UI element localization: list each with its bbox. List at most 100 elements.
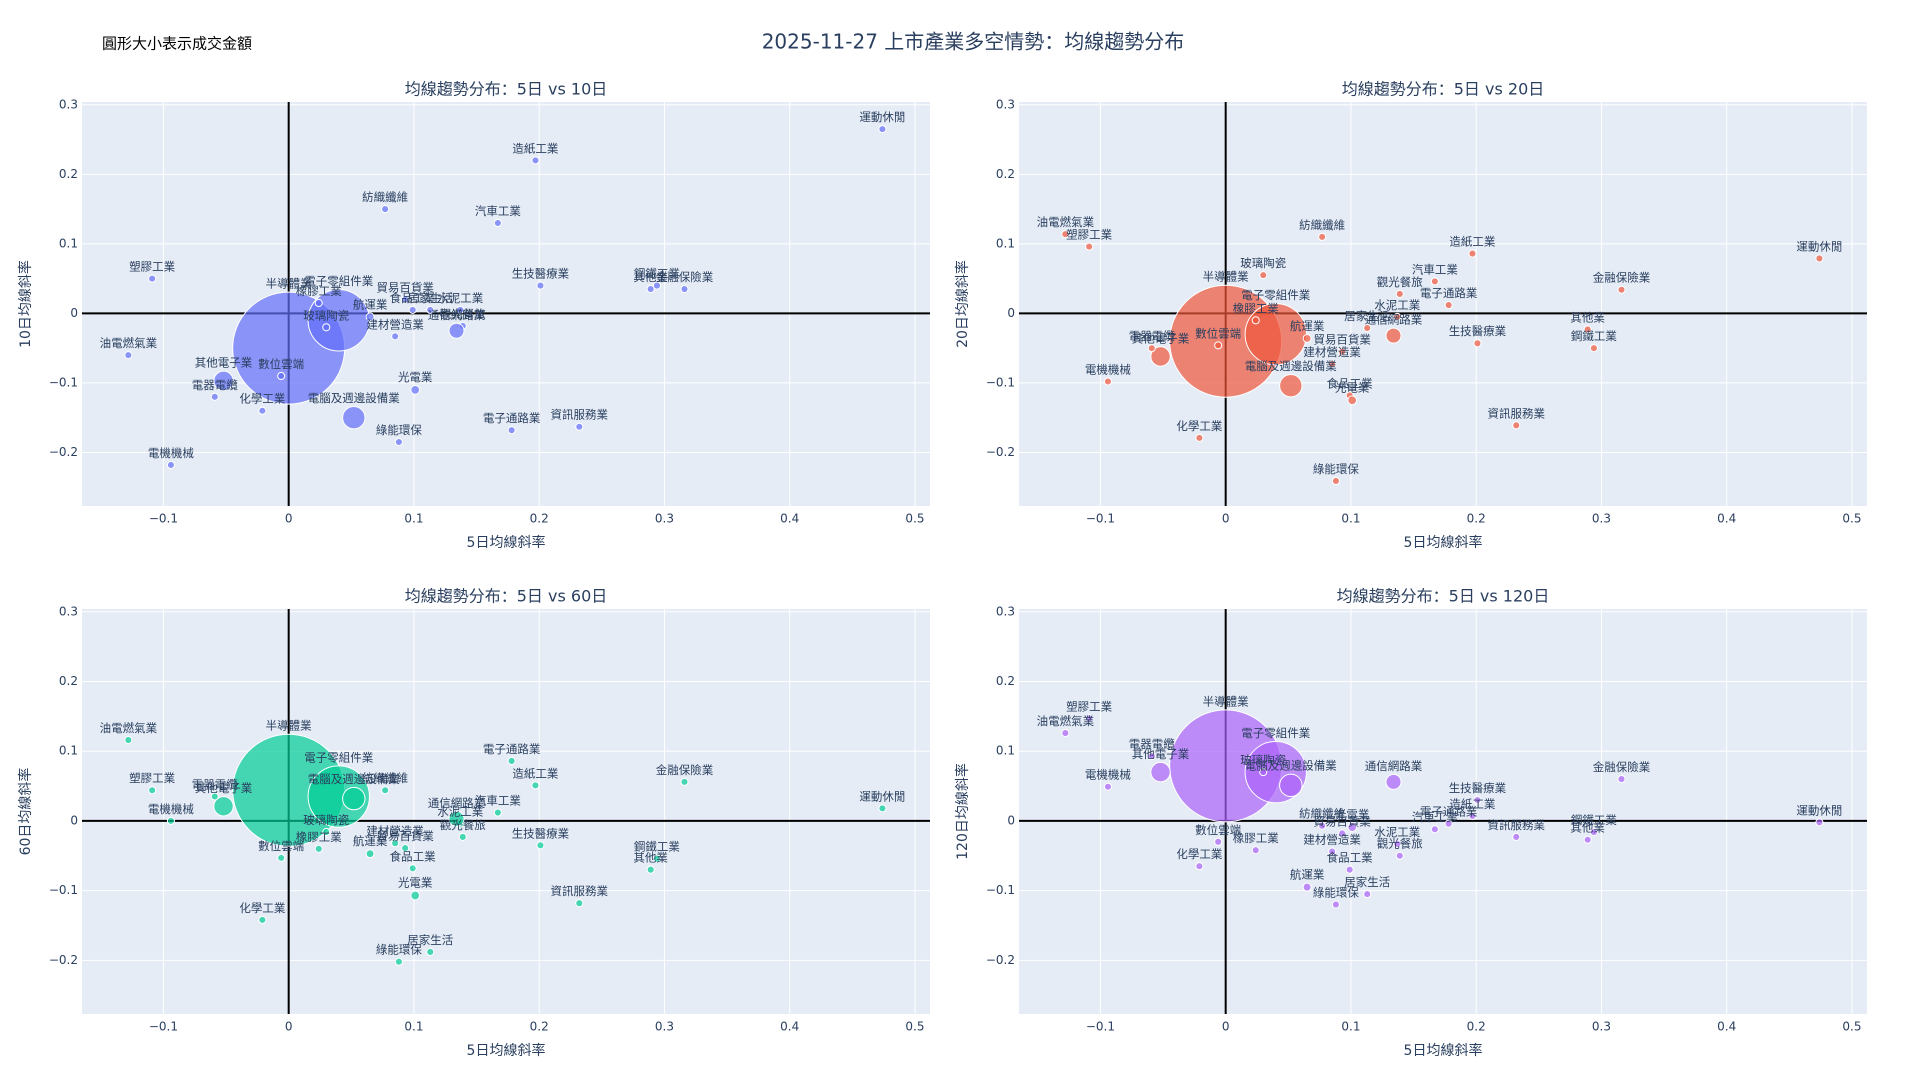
bubble (1363, 323, 1372, 333)
bubble (1385, 773, 1402, 790)
point-label: 鋼鐵工業 (634, 840, 680, 854)
point-label: 化學工業 (239, 392, 285, 406)
point-label: 造紙工業 (1449, 235, 1495, 249)
point-label: 油電燃氣業 (1037, 714, 1095, 728)
bubble (1302, 882, 1312, 892)
point-label: 鋼鐵工業 (1571, 813, 1617, 827)
bubble (1468, 811, 1477, 821)
y-tick-label: 0.1 (59, 236, 78, 250)
bubble (1512, 832, 1521, 841)
x-tick-label: 0.4 (780, 1020, 799, 1034)
bubble (1085, 242, 1094, 251)
point-label: 食品工業 (390, 849, 436, 863)
x-tick-label: 0.2 (530, 1020, 549, 1034)
point-label: 電腦及週邊設備業 (308, 391, 400, 405)
x-tick-label: 0.2 (1467, 1020, 1486, 1034)
bubble (1444, 819, 1453, 828)
point-label: 綠能環保 (1313, 462, 1359, 476)
x-tick-label: 0.3 (1592, 512, 1611, 526)
bubble (410, 385, 421, 395)
bubble (426, 305, 435, 314)
point-label: 通信網路業 (428, 308, 486, 322)
x-tick-label: 0 (285, 1020, 293, 1034)
point-label: 建材營造業 (366, 824, 424, 838)
y-tick-label: 0.1 (59, 744, 78, 758)
y-tick-label: 0.3 (59, 604, 78, 618)
point-label: 運動休閒 (1796, 803, 1842, 817)
x-tick-label: −0.1 (1086, 512, 1115, 526)
point-label: 觀光餐旅 (440, 307, 486, 321)
y-tick-label: 0.2 (996, 674, 1015, 688)
point-label: 觀光餐旅 (1377, 837, 1423, 851)
point-label: 觀光餐旅 (440, 818, 486, 832)
bubble (148, 274, 157, 283)
point-label: 半導體業 (266, 277, 312, 291)
x-tick-label: 0.2 (1467, 512, 1486, 526)
x-tick-label: 0 (285, 512, 293, 526)
x-tick-label: 0.5 (905, 1020, 924, 1034)
bubble (1328, 360, 1337, 369)
subplot: −0.1 0 0.1 0.2 0.3 0.4 0.5 −0.2 −0.1 0 0.1 0.2 0.3 均線… (17, 80, 930, 551)
point-label: 通信網路業 (428, 796, 486, 810)
x-tick-label: 0.5 (905, 512, 924, 526)
point-label: 造紙工業 (512, 141, 558, 155)
point-label: 其他業 (1570, 821, 1605, 835)
bubble (1338, 347, 1347, 356)
bubble (213, 370, 234, 392)
point-label: 光電業 (398, 876, 433, 890)
bubble (1617, 285, 1626, 294)
point-label: 光電業 (1335, 380, 1370, 394)
point-label: 電器電纜 (1129, 737, 1175, 751)
bubble (680, 285, 689, 294)
bubble (507, 756, 516, 766)
point-label: 運動休閒 (1796, 239, 1842, 253)
point-label: 貿易百貨業 (376, 280, 434, 294)
point-label: 運動休閒 (859, 789, 905, 803)
y-tick-label: −0.1 (49, 375, 78, 389)
point-label: 電子通路業 (483, 411, 541, 425)
point-label: 造紙工業 (1449, 797, 1495, 811)
bubble (1473, 795, 1482, 805)
point-label: 建材營造業 (366, 317, 424, 331)
bubble (1147, 752, 1156, 761)
point-label: 航運業 (353, 834, 388, 848)
point-label: 汽車工業 (1412, 810, 1458, 824)
x-tick-label: −0.1 (149, 512, 178, 526)
bubble (1251, 846, 1260, 855)
annotation: 圓形大小表示成交金額 (102, 35, 252, 53)
point-label: 數位雲端 (258, 839, 304, 853)
x-tick-label: 0.3 (655, 1020, 674, 1034)
point-label: 電腦及週邊設備業 (308, 772, 400, 786)
subplot: −0.1 0 0.1 0.2 0.3 0.4 0.5 −0.2 −0.1 0 0.1 0.2 0.3 均線… (17, 587, 930, 1059)
point-label: 資訊服務業 (1488, 406, 1546, 420)
bubble (210, 392, 219, 401)
y-tick-label: 0.1 (996, 236, 1015, 250)
point-label: 其他電子業 (1132, 331, 1190, 345)
point-label: 塑膠工業 (129, 771, 175, 785)
bubble (1214, 837, 1223, 846)
bubble (1393, 312, 1402, 321)
bubble (1302, 333, 1312, 343)
point-label: 紡織纖維 (362, 771, 408, 785)
bubble (314, 298, 323, 307)
y-axis-label: 60日均線斜率 (17, 768, 34, 856)
point-label: 電腦及週邊設備業 (1245, 359, 1337, 373)
bubble (410, 890, 421, 901)
points (124, 733, 887, 966)
point-label: 汽車工業 (1412, 262, 1458, 276)
point-label: 電器電纜 (192, 777, 238, 791)
point-label: 光電業 (1335, 807, 1370, 821)
y-tick-label: 0.3 (996, 604, 1015, 618)
point-label: 半導體業 (266, 719, 312, 733)
point-label: 紡織纖維 (1299, 807, 1345, 821)
point-label: 綠能環保 (376, 423, 422, 437)
point-label: 塑膠工業 (1066, 228, 1112, 242)
bubble (493, 808, 502, 817)
bubble (1347, 395, 1358, 406)
point-label: 食品工業 (1327, 851, 1373, 865)
x-axis-label: 5日均線斜率 (467, 534, 546, 551)
point-label: 玻璃陶瓷 (1240, 256, 1286, 270)
point-label: 玻璃陶瓷 (303, 813, 349, 827)
subplot: −0.1 0 0.1 0.2 0.3 0.4 0.5 −0.2 −0.1 0 0.1 0.2 0.3 均線… (954, 587, 1867, 1059)
bubble (365, 312, 375, 322)
